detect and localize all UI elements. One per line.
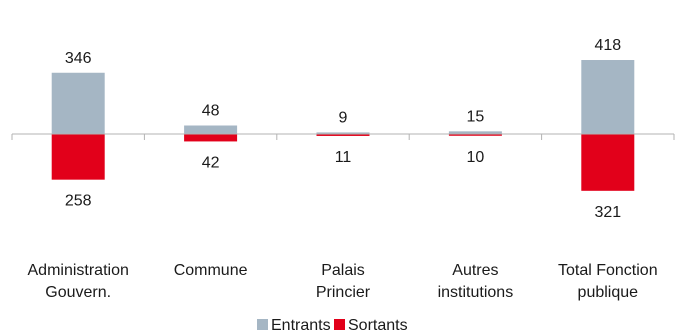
value-label-sortants: 42 xyxy=(202,154,220,171)
category-label: Princier xyxy=(316,284,371,301)
value-label-entrants: 418 xyxy=(594,37,621,54)
bar-entrants xyxy=(316,132,370,134)
legend-swatch xyxy=(334,319,345,330)
category-labels: Administration Gouvern. Commune Palais Princ… xyxy=(28,262,658,301)
value-label-entrants: 9 xyxy=(339,109,348,126)
bar-entrants xyxy=(581,60,635,134)
value-label-sortants: 258 xyxy=(65,193,92,210)
value-labels: 346 258 48 42 9 11 15 10 418 321 xyxy=(65,37,621,221)
value-label-entrants: 48 xyxy=(202,103,220,120)
category-label: Autres xyxy=(452,262,498,279)
category-label: Commune xyxy=(174,262,248,279)
value-label-sortants: 11 xyxy=(335,149,352,166)
legend-swatch xyxy=(257,319,268,330)
category-label: institutions xyxy=(438,284,514,301)
bar-sortants xyxy=(448,134,502,136)
category-label: Gouvern. xyxy=(45,284,111,301)
bars-group xyxy=(51,60,635,191)
bar-sortants xyxy=(51,134,105,180)
bar-entrants xyxy=(184,125,238,134)
axis-ticks xyxy=(11,134,675,140)
bar-sortants xyxy=(316,134,370,136)
legend-label: Entrants xyxy=(271,317,331,334)
category-label: publique xyxy=(578,284,639,301)
category-label: Administration xyxy=(28,262,129,279)
bar-entrants xyxy=(51,72,105,134)
category-label: Palais xyxy=(321,262,365,279)
value-label-sortants: 321 xyxy=(594,204,621,221)
legend-label: Sortants xyxy=(348,317,408,334)
value-label-entrants: 15 xyxy=(467,108,485,125)
bar-sortants xyxy=(184,134,238,142)
value-label-sortants: 10 xyxy=(467,149,485,166)
bar-sortants xyxy=(581,134,635,191)
legend: Entrants Sortants xyxy=(257,317,408,334)
value-label-entrants: 346 xyxy=(65,50,92,67)
bar-entrants xyxy=(448,131,502,134)
category-label: Total Fonction xyxy=(558,262,658,279)
